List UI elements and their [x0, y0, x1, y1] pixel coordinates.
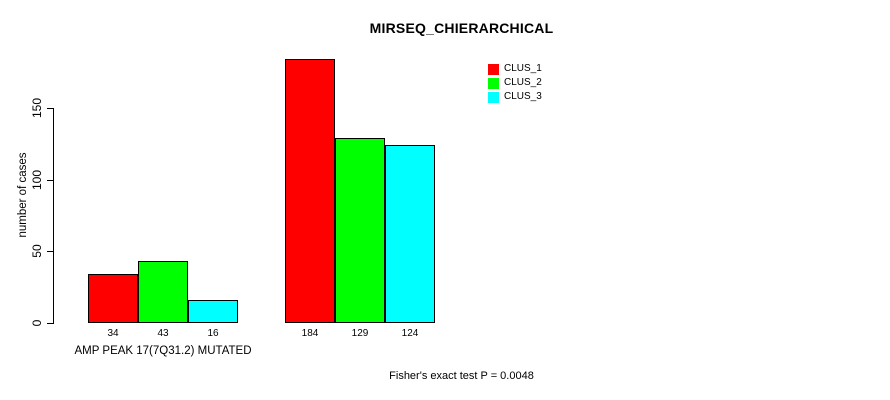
y-tick-mark: [47, 251, 53, 253]
bar-clus_3: [188, 300, 238, 323]
y-tick-label: 50: [30, 244, 44, 259]
bar-clus_3: [385, 145, 435, 323]
y-tick-mark: [47, 108, 53, 109]
bar-clus_1: [285, 59, 335, 323]
legend-swatch-clus_1: [488, 64, 499, 75]
bar-value-label: 129: [351, 328, 369, 339]
legend-swatch-clus_2: [488, 78, 499, 89]
bar-value-label: 124: [401, 328, 419, 339]
bar-clus_2: [138, 261, 188, 323]
chart-title: MIRSEQ_CHIERARCHICAL: [369, 20, 554, 36]
y-tick-label: 150: [30, 97, 44, 119]
bar-clus_1: [88, 274, 138, 323]
y-tick-label: 100: [30, 169, 44, 190]
annotation-fisher-test: Fisher's exact test P = 0.0048: [389, 370, 534, 382]
y-tick-mark: [47, 179, 53, 181]
legend-label-clus_1: CLUS_1: [504, 63, 542, 74]
y-tick-label: 0: [30, 319, 44, 327]
bar-clus_2: [335, 138, 385, 323]
bar-value-label: 34: [107, 328, 119, 339]
bar-value-label: 184: [301, 328, 319, 339]
bar-value-label: 16: [207, 328, 219, 339]
bar-value-label: 43: [157, 328, 169, 339]
x-group-label: AMP PEAK 17(7Q31.2) MUTATED: [74, 345, 252, 357]
y-axis-line: [53, 108, 54, 324]
legend-label-clus_3: CLUS_3: [504, 91, 542, 102]
y-tick-mark: [47, 323, 53, 324]
y-axis-title: number of cases: [17, 152, 29, 238]
legend-label-clus_2: CLUS_2: [504, 77, 542, 88]
legend-swatch-clus_3: [488, 92, 499, 103]
